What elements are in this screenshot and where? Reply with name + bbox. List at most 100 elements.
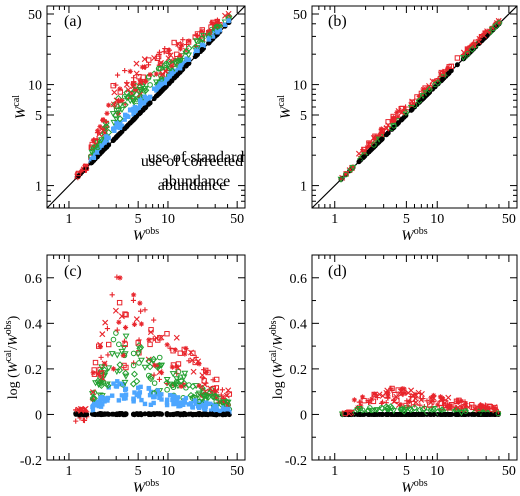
data-point-red [361, 146, 367, 153]
data-point-red [408, 103, 414, 109]
data-point-black [164, 411, 170, 417]
data-point-green [122, 373, 130, 380]
data-point-blue [140, 101, 146, 106]
data-point-green [130, 362, 137, 369]
data-point-green [110, 336, 117, 343]
data-point-red [215, 24, 221, 30]
data-point-green [368, 407, 375, 414]
data-point-blue [114, 121, 119, 126]
data-point-red [484, 28, 491, 35]
data-point-blue [206, 37, 212, 42]
data-point-black [214, 412, 220, 418]
x-tick-label: 10 [161, 464, 175, 479]
data-point-red [158, 72, 165, 79]
data-point-blue [99, 143, 104, 148]
scatter-points [338, 385, 502, 418]
data-point-red [465, 49, 471, 55]
data-point-green [120, 345, 128, 352]
data-point-blue [170, 397, 175, 403]
data-point-red [130, 297, 137, 304]
data-point-blue [118, 120, 123, 125]
data-point-red [395, 107, 402, 114]
data-point-green [391, 122, 397, 129]
data-point-blue [111, 126, 117, 131]
data-point-red [183, 345, 189, 352]
data-point-blue [117, 125, 123, 131]
data-point-red [186, 358, 192, 364]
data-point-green [220, 399, 227, 406]
data-point-blue [142, 94, 147, 99]
data-point-red [95, 371, 101, 377]
data-point-blue [147, 392, 153, 398]
data-point-black [78, 411, 84, 417]
data-point-blue [148, 389, 154, 395]
data-point-red [206, 29, 212, 36]
data-point-red [395, 402, 402, 409]
data-point-red [454, 55, 461, 61]
data-point-green [147, 375, 155, 383]
data-point-red [408, 393, 414, 400]
y-tick-label: 0.2 [25, 363, 43, 378]
data-point-black [194, 52, 200, 58]
data-point-green [434, 79, 442, 87]
data-point-blue [177, 66, 183, 71]
data-point-red [378, 127, 385, 134]
data-point-red [177, 53, 183, 59]
data-point-blue [102, 139, 107, 144]
data-point-red [117, 275, 123, 281]
data-point-red [216, 399, 222, 405]
data-point-green [98, 137, 106, 144]
data-point-blue [143, 98, 148, 103]
data-point-black [137, 411, 143, 417]
x-tick-label: 50 [502, 212, 516, 227]
data-point-blue [210, 406, 216, 412]
data-point-blue [142, 401, 148, 407]
data-point-green [209, 393, 217, 401]
data-point-black [471, 411, 477, 417]
data-point-red [110, 366, 117, 372]
data-point-blue [115, 379, 120, 384]
data-point-red [145, 356, 152, 363]
data-point-blue [167, 392, 173, 398]
data-point-green [94, 377, 102, 385]
data-point-red [138, 308, 144, 314]
data-point-red [127, 68, 133, 75]
data-point-red [420, 92, 426, 98]
data-point-red [151, 317, 157, 323]
data-point-green [177, 377, 185, 385]
data-point-red [350, 164, 356, 170]
data-point-red [122, 341, 128, 348]
data-point-red [164, 342, 170, 348]
data-point-red [364, 144, 370, 151]
data-point-red [97, 124, 103, 130]
data-point-red [130, 81, 136, 87]
data-point-red [110, 82, 116, 89]
data-point-red [225, 10, 232, 17]
data-point-red [153, 71, 159, 77]
data-point-red [131, 292, 137, 298]
data-point-green [195, 390, 203, 397]
data-point-blue [116, 398, 122, 403]
data-point-red [203, 369, 209, 375]
data-point-black [147, 100, 153, 106]
data-point-green [113, 330, 119, 336]
data-point-red [151, 372, 157, 378]
data-point-blue [114, 384, 120, 389]
data-point-green [136, 360, 142, 366]
data-point-green [157, 362, 165, 369]
y-tick-label: -0.2 [285, 454, 307, 469]
data-point-red [362, 149, 368, 155]
data-point-red [212, 389, 218, 395]
data-point-green [134, 351, 142, 358]
data-point-black [409, 106, 415, 112]
data-point-green [121, 101, 129, 109]
panel-a: 1 5 10 50 1 5 10 50 Wobs Wcal (a) use of standard ab… [11, 5, 246, 244]
data-point-red [462, 404, 469, 410]
data-point-blue [178, 400, 184, 405]
data-point-red [73, 418, 79, 424]
data-point-red [164, 331, 170, 337]
data-point-black [117, 131, 123, 137]
data-point-green [421, 405, 428, 412]
data-point-black [152, 412, 158, 418]
data-point-green [105, 365, 113, 372]
